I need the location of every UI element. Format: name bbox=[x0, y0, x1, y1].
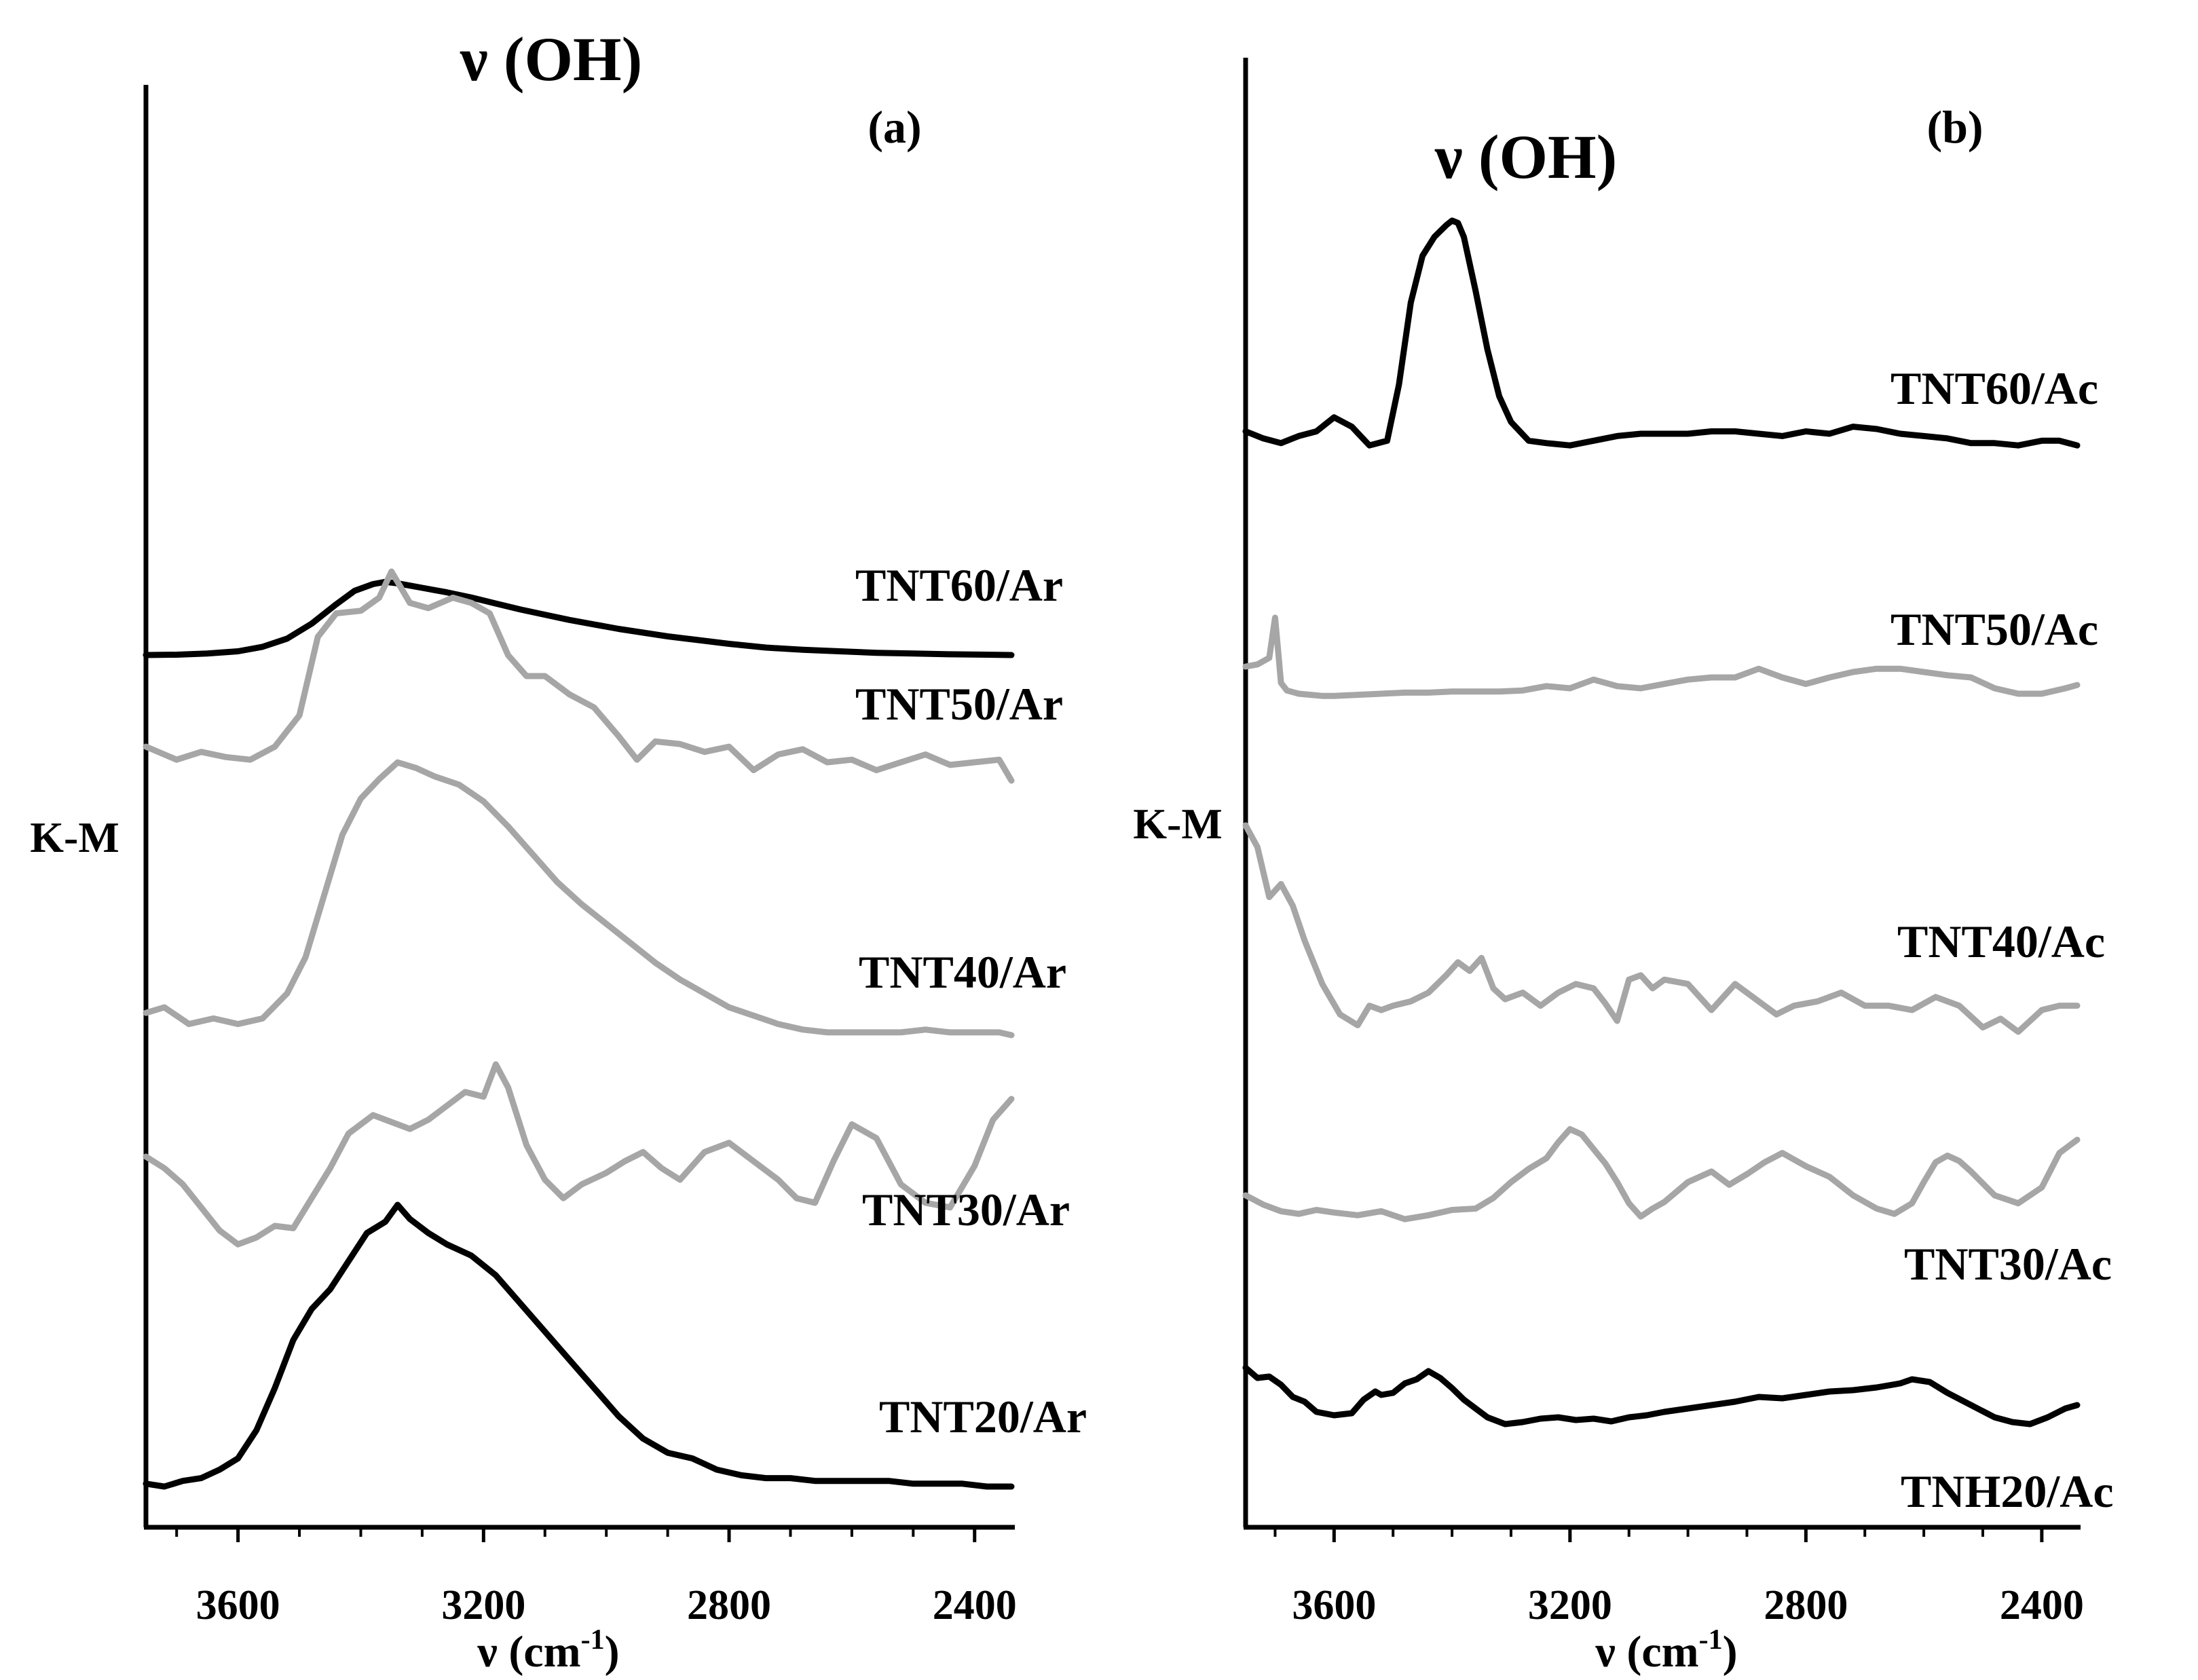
x-axis-label-b-close: ) bbox=[1723, 1627, 1738, 1677]
series-group-b bbox=[1242, 217, 2081, 1427]
x-tick-label-b-3200: 3200 bbox=[1528, 1582, 1612, 1628]
y-axis-label-a: K-M bbox=[30, 813, 119, 861]
series-line-tnt60-ac bbox=[1242, 217, 2081, 449]
series-line-tnh20-ac bbox=[1242, 1364, 2081, 1427]
series-label-tnh20-ac: TNH20/Ac bbox=[1901, 1466, 2114, 1517]
x-ticks-b: 3600 3200 2800 2400 bbox=[1273, 1527, 2084, 1628]
series-label-tnt30-ac: TNT30/Ac bbox=[1904, 1238, 2112, 1290]
panel-b: 3600 3200 2800 2400 (b) ν (OH) K-M ν (cm-1)… bbox=[1133, 58, 2114, 1677]
series-line-tnt50-ac bbox=[1242, 614, 2081, 699]
series-label-tnt50-ac: TNT50/Ac bbox=[1890, 603, 2098, 655]
series-line-tnt30-ac bbox=[1242, 1126, 2081, 1222]
series-label-tnt60-ac: TNT60/Ac bbox=[1890, 362, 2098, 414]
series-group-a bbox=[143, 568, 1015, 1490]
series-line-tnt60-ar bbox=[143, 578, 1015, 658]
panel-label-a: (a) bbox=[868, 101, 921, 153]
x-axis-label-b: ν (cm-1) bbox=[1595, 1624, 1737, 1677]
x-tick-label-b-2400: 2400 bbox=[2000, 1582, 2084, 1628]
peak-label-a: ν (OH) bbox=[460, 24, 643, 94]
series-label-tnt50-ar: TNT50/Ar bbox=[855, 678, 1063, 730]
x-axis-label-a-main: ν (cm bbox=[477, 1627, 580, 1677]
x-tick-label-b-3600: 3600 bbox=[1292, 1582, 1376, 1628]
series-line-tnt30-ar bbox=[143, 1061, 1015, 1248]
x-axis-label-b-main: ν (cm bbox=[1595, 1627, 1698, 1677]
series-label-tnt40-ac: TNT40/Ac bbox=[1897, 916, 2105, 967]
x-axis-label-a-close: ) bbox=[605, 1627, 620, 1677]
series-label-tnt40-ar: TNT40/Ar bbox=[859, 946, 1066, 998]
x-tick-label-a-2400: 2400 bbox=[933, 1582, 1017, 1628]
x-tick-label-b-2800: 2800 bbox=[1764, 1582, 1848, 1628]
series-label-tnt30-ar: TNT30/Ar bbox=[862, 1184, 1070, 1235]
series-line-tnt40-ar bbox=[143, 759, 1015, 1039]
y-axis-label-b: K-M bbox=[1133, 800, 1223, 848]
x-ticks-a: 3600 3200 2800 2400 bbox=[175, 1527, 1017, 1628]
series-line-tnt50-ar bbox=[143, 568, 1015, 784]
panel-a: 3600 3200 2800 2400 (a) ν (OH) K-M ν (cm-1)… bbox=[30, 24, 1087, 1677]
x-tick-label-a-2800: 2800 bbox=[687, 1582, 771, 1628]
x-axis-label-b-sup: -1 bbox=[1699, 1624, 1723, 1656]
peak-label-b: ν (OH) bbox=[1434, 122, 1618, 191]
series-label-tnt60-ar: TNT60/Ar bbox=[855, 559, 1063, 611]
series-line-tnt20-ar bbox=[143, 1201, 1015, 1490]
x-axis-label-a: ν (cm-1) bbox=[477, 1624, 619, 1677]
x-tick-label-a-3600: 3600 bbox=[196, 1582, 280, 1628]
x-axis-label-a-sup: -1 bbox=[581, 1624, 605, 1656]
panel-label-b: (b) bbox=[1926, 101, 1983, 153]
x-tick-label-a-3200: 3200 bbox=[441, 1582, 525, 1628]
series-line-tnt40-ac bbox=[1242, 822, 2081, 1035]
series-label-tnt20-ar: TNT20/Ar bbox=[879, 1391, 1087, 1442]
